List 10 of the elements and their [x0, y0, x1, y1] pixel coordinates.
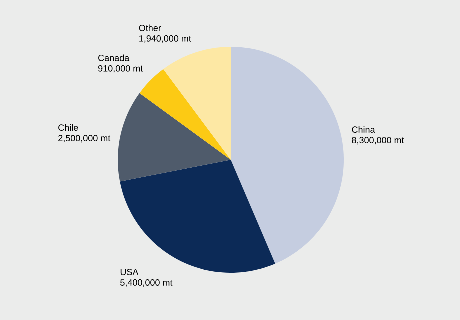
data-label: 910,000 mt — [98, 65, 144, 73]
data-label: 2,500,000 mt — [58, 135, 111, 143]
slice-label: USA — [120, 269, 139, 276]
slice-label: China — [352, 126, 376, 134]
slice-label: Chile — [58, 124, 78, 132]
slice-label: Canada — [98, 54, 130, 62]
slice-label: Other — [139, 24, 162, 32]
data-label: 5,400,000 mt — [120, 280, 173, 287]
data-label: 1,940,000 mt — [140, 36, 192, 43]
data-label: 8,300,000 mt — [352, 137, 404, 145]
